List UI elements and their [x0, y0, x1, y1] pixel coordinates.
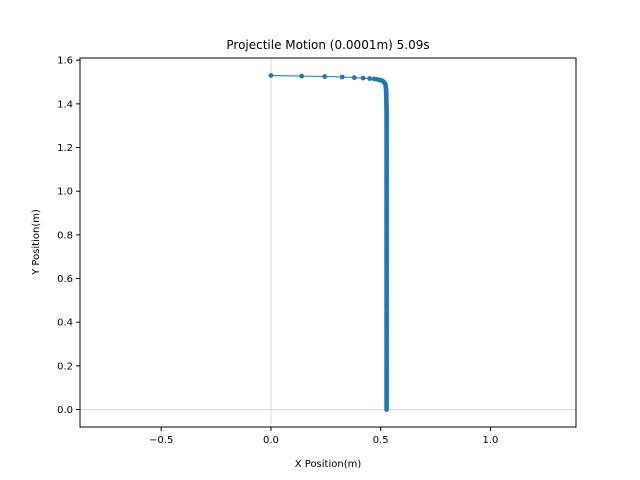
y-tick-label: 0.2 [57, 361, 73, 372]
series-point [384, 407, 389, 412]
series-point [339, 74, 345, 80]
series-point [322, 74, 328, 79]
chart-title: Projectile Motion (0.0001m) 5.09s [226, 38, 429, 52]
x-tick-label: −0.5 [149, 435, 173, 446]
series-point [367, 76, 373, 81]
y-tick-label: 1.0 [57, 187, 73, 198]
x-axis-label: X Position(m) [295, 459, 362, 470]
y-axis-ticks: 0.0 0.2 0.4 0.6 0.8 1.0 1.2 1.4 1.6 [57, 56, 80, 416]
plot-frame [79, 57, 577, 428]
y-tick-label: 1.6 [57, 56, 73, 67]
y-tick-label: 0.0 [57, 405, 73, 416]
y-tick-label: 0.4 [57, 318, 73, 329]
series-layer [268, 73, 389, 412]
x-axis-ticks: −0.5 0.0 0.5 1.0 [149, 427, 498, 446]
x-tick-label: 0.5 [373, 435, 389, 446]
x-tick-label: 1.0 [482, 435, 498, 446]
y-tick-label: 1.2 [57, 143, 73, 154]
y-tick-label: 0.6 [57, 274, 73, 285]
series-point [351, 75, 357, 81]
series-point [360, 75, 366, 81]
series-point [299, 73, 305, 79]
y-tick-label: 0.8 [57, 230, 73, 241]
reference-lines [80, 58, 576, 427]
y-axis-label: Y Position(m) [31, 209, 42, 276]
x-tick-label: 0.0 [263, 435, 279, 446]
y-tick-label: 1.4 [57, 99, 73, 110]
series-point [268, 73, 274, 78]
